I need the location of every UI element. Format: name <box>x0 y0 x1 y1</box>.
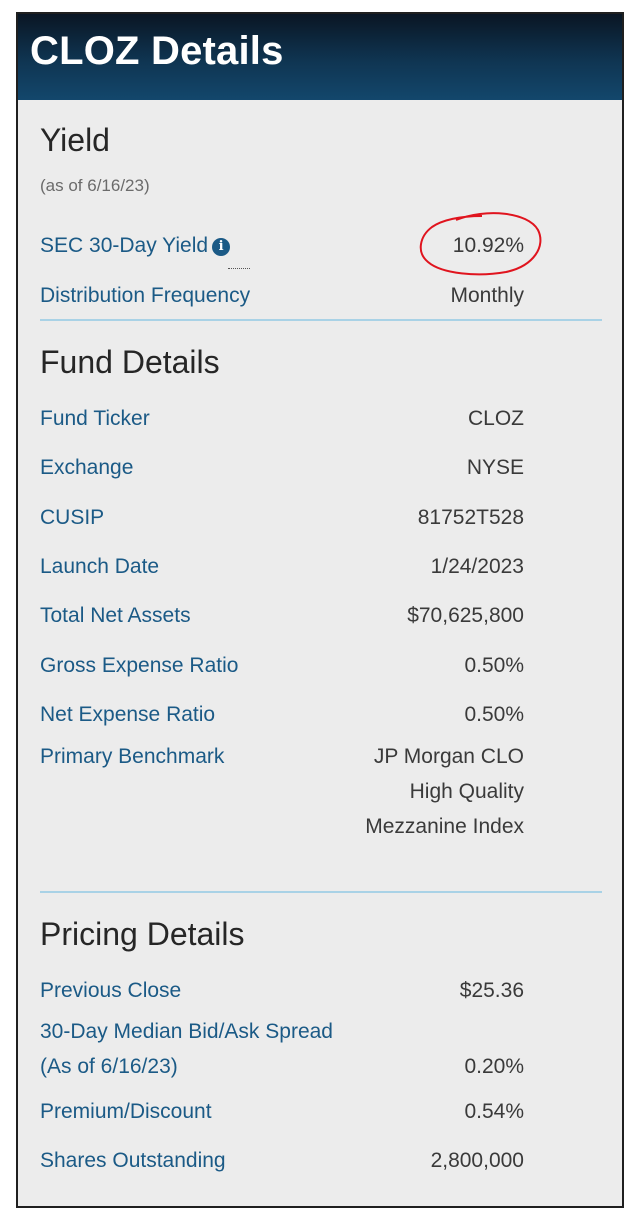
exchange-value: NYSE <box>466 456 524 479</box>
distribution-frequency-label: Distribution Frequency <box>40 284 251 307</box>
net-expense-ratio-value: 0.50% <box>464 703 524 726</box>
dotted-underline <box>228 268 250 269</box>
exchange-label: Exchange <box>40 456 134 479</box>
yield-section-title: Yield <box>40 122 110 158</box>
panel-header: CLOZ Details <box>18 14 622 100</box>
section-divider <box>40 319 602 321</box>
yield-as-of-date: (as of 6/16/23) <box>40 176 150 195</box>
primary-benchmark-label: Primary Benchmark <box>40 745 225 768</box>
distribution-frequency-value: Monthly <box>450 284 524 307</box>
premium-discount-value: 0.54% <box>464 1100 524 1123</box>
launch-date-label: Launch Date <box>40 555 160 578</box>
fund-ticker-label: Fund Ticker <box>40 407 150 430</box>
cloz-details-panel: CLOZ Details Yield (as of 6/16/23) SEC 3… <box>16 12 624 1208</box>
info-icon[interactable]: i <box>212 238 231 256</box>
gross-expense-ratio-label: Gross Expense Ratio <box>40 654 239 677</box>
premium-discount-label: Premium/Discount <box>40 1100 212 1123</box>
primary-benchmark-value-line-1: JP Morgan CLO <box>373 745 524 768</box>
previous-close-value: $25.36 <box>459 979 524 1002</box>
bid-ask-spread-value: 0.20% <box>464 1055 524 1078</box>
shares-outstanding-label: Shares Outstanding <box>40 1149 226 1172</box>
sec-yield-label-text: SEC 30-Day Yield <box>40 234 209 257</box>
primary-benchmark-value-line-2: High Quality <box>409 780 524 803</box>
previous-close-label: Previous Close <box>40 979 182 1002</box>
primary-benchmark-value-line-3: Mezzanine Index <box>365 815 524 838</box>
fund-ticker-value: CLOZ <box>467 407 524 430</box>
pricing-details-section-title: Pricing Details <box>40 916 245 952</box>
total-net-assets-label: Total Net Assets <box>40 604 191 627</box>
fund-details-section-title: Fund Details <box>40 344 220 380</box>
section-divider <box>40 891 602 893</box>
panel-title: CLOZ Details <box>30 29 284 73</box>
cusip-label: CUSIP <box>40 506 105 529</box>
gross-expense-ratio-value: 0.50% <box>464 654 524 677</box>
shares-outstanding-value: 2,800,000 <box>430 1149 524 1172</box>
total-net-assets-value: $70,625,800 <box>407 604 524 627</box>
bid-ask-spread-label-line-2: (As of 6/16/23) <box>40 1055 178 1078</box>
launch-date-value: 1/24/2023 <box>430 555 524 578</box>
sec-yield-value: 10.92% <box>452 234 524 257</box>
sec-yield-label: SEC 30-Day Yield i <box>40 234 231 258</box>
cusip-value: 81752T528 <box>417 506 524 529</box>
bid-ask-spread-label-line-1: 30-Day Median Bid/Ask Spread <box>40 1020 333 1043</box>
net-expense-ratio-label: Net Expense Ratio <box>40 703 216 726</box>
red-annotation-circle-icon <box>419 212 542 276</box>
